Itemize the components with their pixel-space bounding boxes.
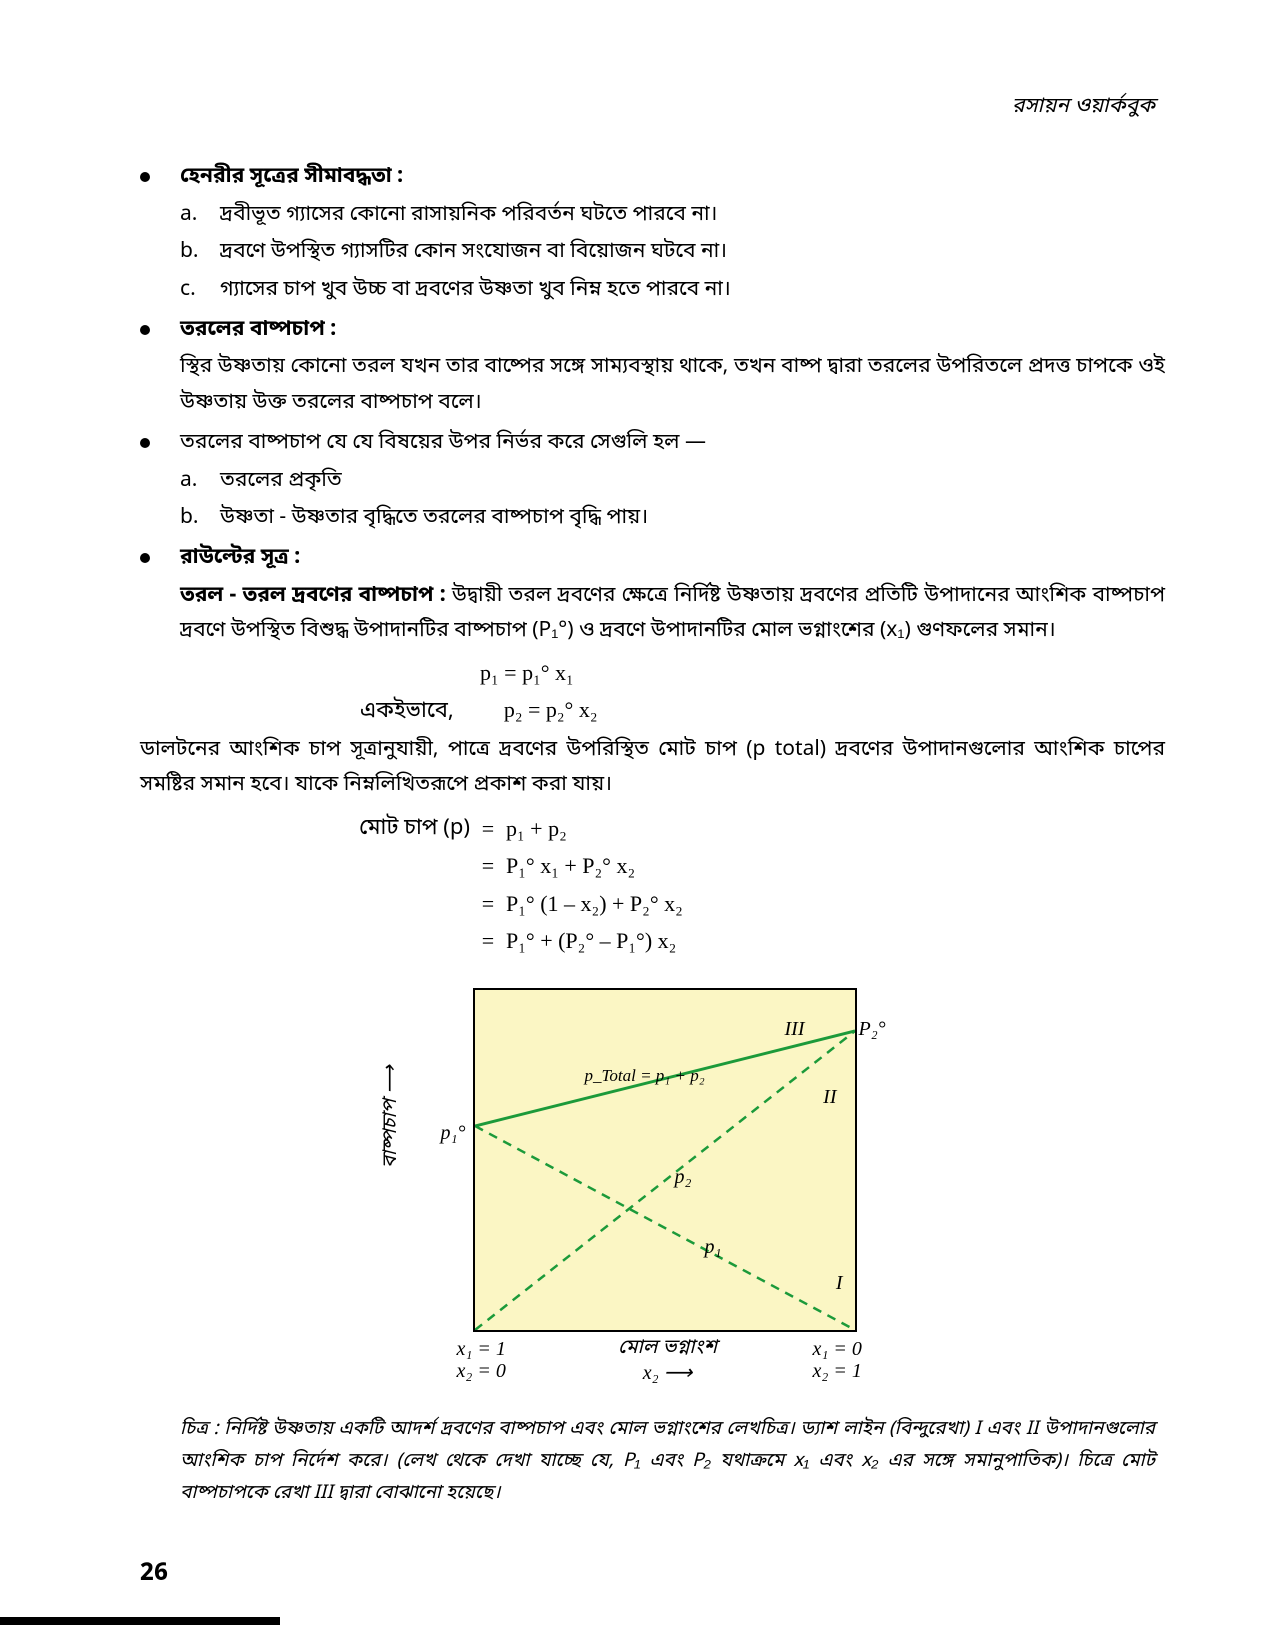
eq-lhs: মোট চাপ (p) xyxy=(280,810,470,847)
figure: বাষ্পচাপ ⟶ p_Total = p₁ + p₂ p₂ p₁ I II … xyxy=(393,968,913,1408)
eq-sign: = xyxy=(470,847,506,884)
vapour-title: তরলের বাষ্পচাপ : xyxy=(180,313,336,349)
equation-block-1: p₁ = p₁° x₁ একইভাবে, p₂ = p₂° x₂ xyxy=(360,654,1165,731)
content: হেনরীর সূত্রের সীমাবদ্ধতা : a.দ্রবীভূত গ… xyxy=(140,160,1165,1511)
eq-rhs: P₁° + (P₂° – P₁°) x₂ xyxy=(506,922,676,959)
raoult-para2: ডালটনের আংশিক চাপ সূত্রানুযায়ী, পাত্রে … xyxy=(140,733,1165,804)
bullet-depends: তরলের বাষ্পচাপ যে যে বিষয়ের উপর নির্ভর … xyxy=(140,426,1165,462)
label-p2: p₂ xyxy=(675,1160,692,1194)
henry-title: হেনরীর সূত্রের সীমাবদ্ধতা : xyxy=(180,160,403,196)
list-item: b.উষ্ণতা - উষ্ণতার বৃদ্ধিতে তরলের বাষ্পচ… xyxy=(180,501,1165,537)
running-header: রসায়ন ওয়ার্কবুক xyxy=(1012,90,1155,126)
x-axis-label-bot: x₂ ⟶ xyxy=(593,1356,743,1390)
bullet-icon xyxy=(140,553,150,563)
list-key: a. xyxy=(180,464,220,500)
page: রসায়ন ওয়ার্কবুক হেনরীর সূত্রের সীমাবদ্… xyxy=(0,0,1275,1651)
figure-caption: চিত্র : নির্দিষ্ট উষ্ণতায় একটি আদর্শ দ্… xyxy=(140,1414,1165,1511)
x-left-2: x₂ = 0 xyxy=(457,1354,527,1388)
bullet-raoult: রাউল্টের সূত্র : xyxy=(140,541,1165,577)
eq-rhs: P₁° (1 – x₂) + P₂° x₂ xyxy=(506,885,683,922)
y-axis-label: বাষ্পচাপ ⟶ xyxy=(373,1065,409,1168)
equation-block-2: মোট চাপ (p)=p₁ + p₂ =P₁° x₁ + P₂° x₂ =P₁… xyxy=(280,810,1165,960)
caption-body: নির্দিষ্ট উষ্ণতায় একটি আদর্শ দ্রবণের বা… xyxy=(180,1417,1155,1507)
label-I: I xyxy=(836,1266,843,1300)
list-key: c. xyxy=(180,273,220,309)
line-p1 xyxy=(475,1126,855,1330)
bullet-icon xyxy=(140,325,150,335)
eq-label: একইভাবে, xyxy=(360,693,454,730)
bullet-vapour: তরলের বাষ্পচাপ : xyxy=(140,313,1165,349)
raoult-title: রাউল্টের সূত্র : xyxy=(180,541,300,577)
chart-area: p_Total = p₁ + p₂ p₂ p₁ I II III xyxy=(473,988,857,1332)
label-p2o: P₂° xyxy=(859,1012,886,1046)
list-text: তরলের প্রকৃতি xyxy=(220,464,342,500)
depends-lead: তরলের বাষ্পচাপ যে যে বিষয়ের উপর নির্ভর … xyxy=(180,426,706,462)
bullet-icon xyxy=(140,438,150,448)
list-key: b. xyxy=(180,501,220,537)
label-ptotal: p_Total = p₁ + p₂ xyxy=(585,1062,705,1091)
bullet-henry: হেনরীর সূত্রের সীমাবদ্ধতা : xyxy=(140,160,1165,196)
label-p1o: p₁° xyxy=(441,1116,466,1150)
vapour-para: স্থির উষ্ণতায় কোনো তরল যখন তার বাষ্পের … xyxy=(180,350,1165,421)
page-number: 26 xyxy=(140,1554,168,1595)
x-right-2: x₂ = 1 xyxy=(813,1354,883,1388)
label-p1: p₁ xyxy=(705,1230,722,1264)
eq-sign: = xyxy=(470,922,506,959)
raoult-para1: তরল - তরল দ্রবণের বাষ্পচাপ : উদ্বায়ী তর… xyxy=(180,579,1165,650)
list-item: a.দ্রবীভূত গ্যাসের কোনো রাসায়নিক পরিবর্… xyxy=(180,198,1165,234)
list-key: b. xyxy=(180,235,220,271)
raoult-runin: তরল - তরল দ্রবণের বাষ্পচাপ : xyxy=(180,582,446,610)
caption-lead: চিত্র : xyxy=(180,1417,219,1442)
list-key: a. xyxy=(180,198,220,234)
list-text: গ্যাসের চাপ খুব উচ্চ বা দ্রবণের উষ্ণতা খ… xyxy=(220,273,731,309)
eq-sign: = xyxy=(470,810,506,847)
list-text: দ্রবণে উপস্থিত গ্যাসটির কোন সংযোজন বা বি… xyxy=(220,235,727,271)
label-II: II xyxy=(823,1080,836,1114)
eq1: p₁ = p₁° x₁ xyxy=(480,654,574,691)
footer-bar xyxy=(0,1617,280,1625)
eq-rhs: p₁ + p₂ xyxy=(506,810,567,847)
list-item: b.দ্রবণে উপস্থিত গ্যাসটির কোন সংযোজন বা … xyxy=(180,235,1165,271)
list-item: c.গ্যাসের চাপ খুব উচ্চ বা দ্রবণের উষ্ণতা… xyxy=(180,273,1165,309)
eq-sign: = xyxy=(470,885,506,922)
eq-rhs: P₁° x₁ + P₂° x₂ xyxy=(506,847,635,884)
bullet-icon xyxy=(140,172,150,182)
list-item: a.তরলের প্রকৃতি xyxy=(180,464,1165,500)
eq2: p₂ = p₂° x₂ xyxy=(504,691,598,728)
list-text: উষ্ণতা - উষ্ণতার বৃদ্ধিতে তরলের বাষ্পচাপ… xyxy=(220,501,648,537)
label-III: III xyxy=(785,1012,805,1046)
list-text: দ্রবীভূত গ্যাসের কোনো রাসায়নিক পরিবর্তন… xyxy=(220,198,718,234)
